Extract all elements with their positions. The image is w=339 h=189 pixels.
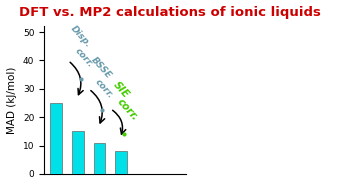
Bar	[94, 143, 105, 174]
Text: corr.: corr.	[94, 77, 116, 100]
Text: corr.: corr.	[73, 46, 95, 69]
Text: Disp.: Disp.	[69, 24, 93, 49]
Bar	[115, 151, 127, 174]
Text: SIE: SIE	[112, 80, 131, 100]
Y-axis label: MAD (kJ/mol): MAD (kJ/mol)	[7, 67, 17, 134]
Text: DFT vs. MP2 calculations of ionic liquids: DFT vs. MP2 calculations of ionic liquid…	[19, 6, 320, 19]
Text: BSSE: BSSE	[90, 55, 114, 80]
Text: corr.: corr.	[115, 97, 140, 123]
Bar	[72, 131, 84, 174]
Bar	[50, 103, 62, 174]
